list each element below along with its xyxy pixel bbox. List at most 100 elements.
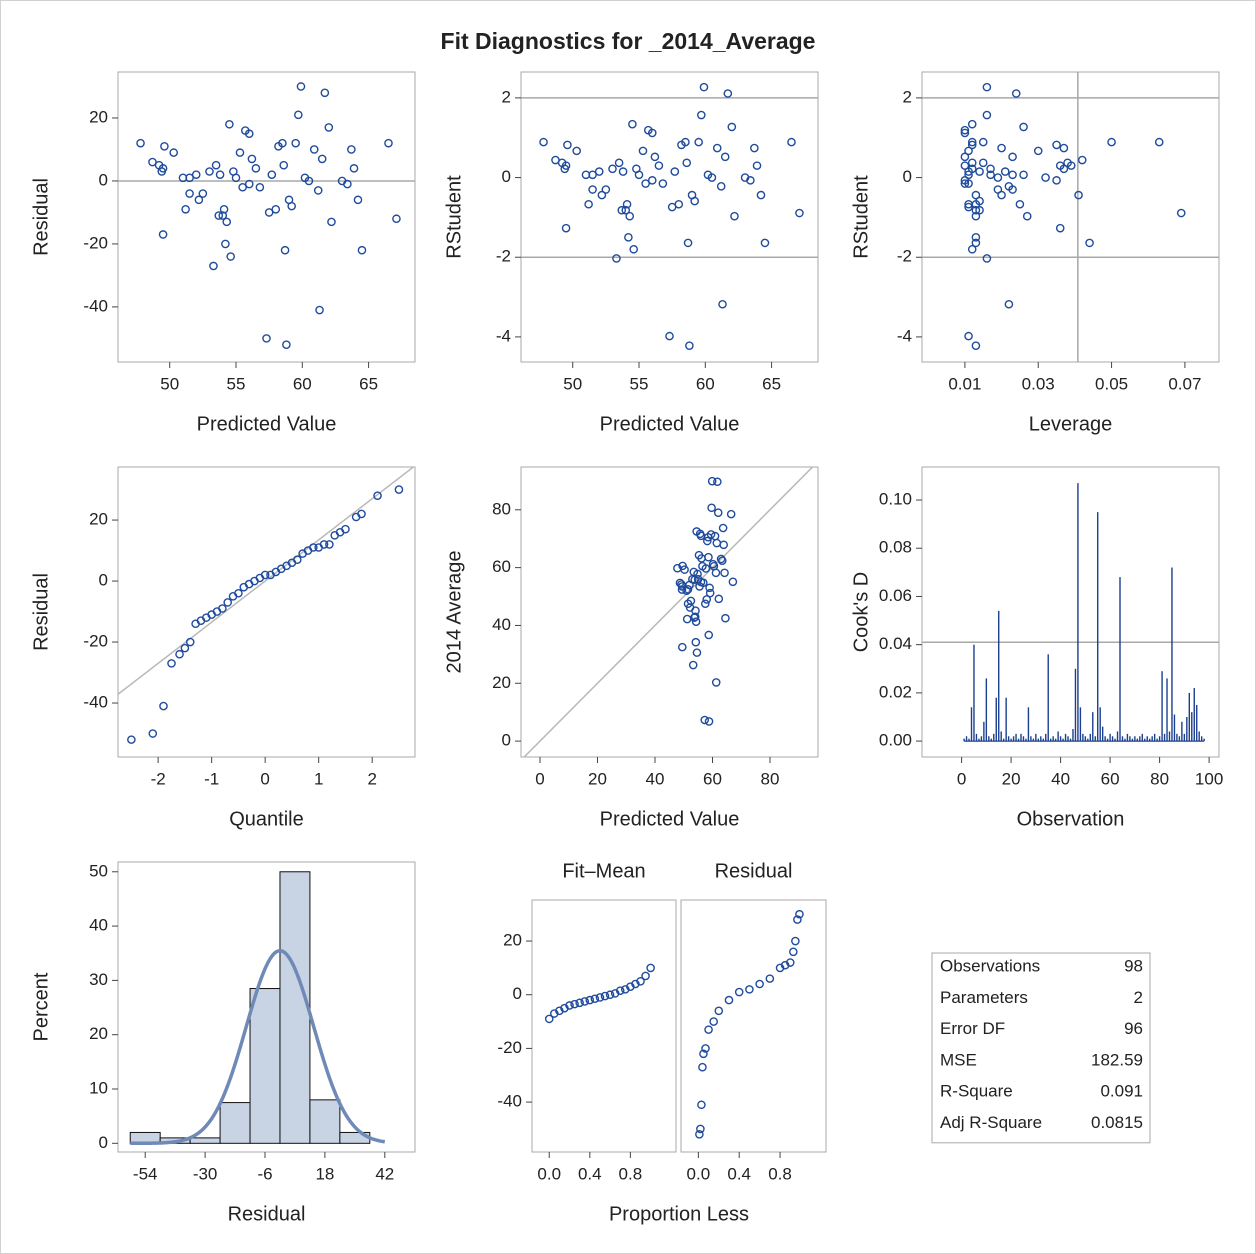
data-point (341, 524, 350, 534)
x-tick-label: 60 (293, 374, 312, 393)
x-tick-label: 2 (367, 769, 376, 788)
y-tick-label: 0 (502, 167, 511, 186)
data-point (650, 152, 660, 162)
data-point (181, 204, 190, 214)
panel-title: Fit Diagnostics for _2014_Average (441, 28, 816, 54)
data-point (696, 1124, 705, 1134)
data-point (964, 331, 973, 341)
data-point (136, 138, 145, 148)
x-tick-label: 42 (375, 1164, 394, 1183)
data-point (971, 341, 981, 350)
data-point (967, 140, 977, 150)
data-point (714, 594, 724, 604)
histogram-bar (249, 988, 281, 1144)
data-point (681, 137, 690, 147)
y-tick-label: 80 (492, 499, 511, 518)
data-point (707, 476, 717, 486)
data-point (665, 331, 674, 341)
data-point (384, 138, 393, 148)
data-point (638, 146, 648, 156)
data-point (670, 167, 680, 176)
data-point (226, 252, 236, 261)
data-point (964, 167, 973, 176)
data-point (717, 556, 727, 565)
histogram-bar (309, 1099, 341, 1144)
data-point (719, 540, 728, 550)
data-point (287, 201, 296, 211)
data-point (682, 158, 692, 168)
data-point (699, 82, 709, 92)
data-point (570, 999, 579, 1009)
reference-line (523, 467, 814, 757)
statistic-value: 182.59 (1091, 1050, 1143, 1069)
x-tick-label: 100 (1195, 769, 1223, 788)
y-tick-label: 2 (502, 87, 511, 106)
y-tick-label: 20 (89, 107, 108, 126)
data-point (219, 204, 229, 214)
data-point (982, 110, 992, 120)
data-point (641, 971, 650, 981)
data-point (967, 137, 977, 147)
data-point (231, 173, 241, 183)
data-point (705, 583, 714, 593)
data-point (791, 936, 800, 946)
data-point (267, 170, 277, 179)
data-point (971, 205, 981, 215)
data-point (175, 649, 184, 659)
data-point (793, 915, 802, 924)
x-tick-label: 0.05 (1095, 374, 1128, 393)
x-axis-label: Residual (228, 1203, 306, 1225)
y-tick-label: 0 (99, 170, 108, 189)
y-tick-label: 60 (492, 557, 511, 576)
y-axis-label: Residual (30, 573, 52, 651)
data-point (1004, 182, 1014, 191)
data-point (720, 152, 730, 162)
y-axis-label: Percent (30, 972, 52, 1041)
data-point (718, 299, 727, 309)
plot-frame (531, 899, 677, 1153)
data-point (617, 205, 627, 215)
data-point (280, 245, 290, 255)
data-point (654, 161, 664, 170)
data-point (756, 190, 766, 200)
data-point (158, 230, 168, 239)
statistic-value: 96 (1124, 1019, 1143, 1038)
statistic-name: Parameters (940, 988, 1028, 1007)
statistic-name: R-Square (940, 1082, 1013, 1101)
data-point (1055, 161, 1065, 170)
data-point (746, 176, 755, 185)
x-tick-label: 80 (761, 769, 780, 788)
data-point (327, 217, 336, 227)
data-point (353, 195, 363, 205)
plot-frame (680, 899, 827, 1153)
data-point (221, 239, 230, 249)
x-tick-label: 0.8 (619, 1164, 643, 1183)
data-point (1011, 89, 1021, 98)
data-point (718, 523, 728, 533)
y-tick-label: 0.02 (879, 682, 912, 701)
data-point (960, 176, 970, 185)
y-axis-label: 2014 Average (443, 550, 465, 673)
data-point (723, 89, 733, 98)
data-point (750, 143, 759, 153)
data-point (706, 530, 716, 539)
data-point (585, 995, 595, 1005)
data-point (148, 157, 157, 167)
data-point (597, 190, 607, 200)
data-point (304, 176, 314, 186)
data-point (1008, 170, 1017, 180)
data-point (325, 540, 334, 549)
data-point (309, 145, 319, 154)
x-tick-label: 0.0 (537, 1164, 561, 1183)
data-point (698, 1062, 707, 1072)
plot-frame (921, 466, 1220, 758)
data-point (960, 128, 970, 138)
data-point (721, 613, 730, 623)
plot-area (118, 467, 415, 744)
x-tick-label: 50 (563, 374, 582, 393)
y-tick-label: 10 (89, 1078, 108, 1097)
data-point (185, 637, 195, 647)
x-tick-label: 0 (535, 769, 544, 788)
plot-frame (520, 466, 819, 758)
data-point (235, 148, 245, 157)
